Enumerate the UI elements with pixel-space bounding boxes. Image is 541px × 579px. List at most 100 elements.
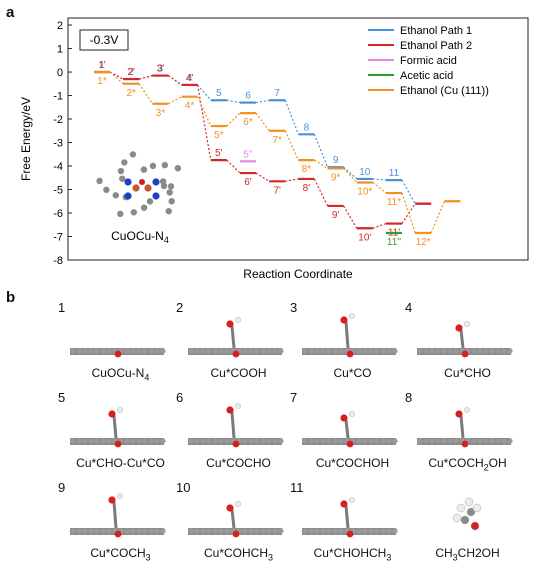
carbon-atom <box>140 166 148 173</box>
adsorbate-bond <box>459 329 465 349</box>
slab-atom <box>278 528 284 534</box>
adsorbate-hydrogen <box>464 407 470 413</box>
slab-atom <box>100 528 106 534</box>
structure-cell: 1 CuOCu-N4 <box>58 300 183 390</box>
slab-atom <box>224 528 230 534</box>
slab-atom <box>380 528 386 534</box>
oxygen-atom <box>232 530 240 538</box>
slab-atom <box>489 348 495 354</box>
slab-atom <box>248 348 254 354</box>
slab-atom <box>332 438 338 444</box>
slab-atom <box>76 438 82 444</box>
structure-caption: Cu*COHCH3 <box>176 546 301 562</box>
slab-atom <box>88 528 94 534</box>
slab-atom <box>471 438 477 444</box>
slab-atom <box>218 528 224 534</box>
carbon-atom <box>161 161 169 169</box>
structure-number: 5 <box>58 390 66 405</box>
slab-atom <box>338 438 344 444</box>
caption-main: Cu*CHO <box>444 366 491 380</box>
caption-main: Cu*COCH <box>90 546 146 560</box>
nitrogen-atom <box>124 192 132 200</box>
slab-atom <box>272 528 278 534</box>
caption-main: Cu*COOH <box>210 366 267 380</box>
level-label: 1 <box>99 60 105 71</box>
legend-entry: Formic acid <box>400 55 457 67</box>
oxygen-atom <box>114 350 122 358</box>
oxygen-atom <box>114 440 122 448</box>
slab-atom <box>386 528 392 534</box>
slab-atom <box>260 438 266 444</box>
ethanol-atom <box>472 503 482 513</box>
slab-atom <box>326 438 332 444</box>
slab-atom <box>254 348 260 354</box>
energy-connector <box>401 192 416 234</box>
caption-main: Cu*COCH <box>428 456 484 470</box>
slab-atom <box>501 438 507 444</box>
caption-main: Cu*CHO-Cu*CO <box>76 456 165 470</box>
level-label: 6 <box>245 91 251 102</box>
energy-connector <box>226 99 241 104</box>
energy-connector <box>401 179 416 204</box>
energy-connector <box>168 96 182 105</box>
level-label: 1' <box>98 60 106 71</box>
slab-atom <box>320 528 326 534</box>
y-tick-label: 0 <box>57 67 63 79</box>
level-label: 3 <box>158 64 164 75</box>
slab-atom <box>154 438 160 444</box>
adsorbate-bond <box>112 501 118 529</box>
slab-atom <box>489 438 495 444</box>
structure-cell: 5 Cu*CHO-Cu*CO <box>58 390 183 480</box>
slab-atom <box>76 528 82 534</box>
slab-atom <box>260 348 266 354</box>
slab-atom <box>218 348 224 354</box>
nitrogen-atom <box>152 192 160 200</box>
structure-caption: Cu*CHOHCH3 <box>290 546 415 562</box>
slab-atom <box>148 348 154 354</box>
potential-label: -0.3V <box>90 33 119 47</box>
structure-number: 10 <box>176 480 191 495</box>
slab-atom <box>302 438 308 444</box>
slab-atom <box>224 348 230 354</box>
legend-entry: Acetic acid <box>400 70 453 82</box>
energy-connector <box>372 181 387 194</box>
level-label: 5* <box>214 130 224 141</box>
slab-atom <box>124 438 130 444</box>
catalyst-label: CuOCu-N4 <box>111 229 169 245</box>
structure-image <box>302 313 398 358</box>
structure-caption: Cu*COCH3 <box>58 546 183 562</box>
level-label: 11'' <box>387 237 401 248</box>
adsorbate-hydrogen <box>349 313 355 319</box>
adsorbate-bond <box>344 505 350 529</box>
slab-atom <box>368 348 374 354</box>
y-tick-label: -2 <box>53 114 63 126</box>
adsorbate-hydrogen <box>235 403 241 409</box>
structure-cell: 9 Cu*COCH3 <box>58 480 183 570</box>
adsorbate-oxygen <box>226 406 234 414</box>
slab-atom <box>320 438 326 444</box>
slab-atom <box>130 528 136 534</box>
energy-connector <box>109 71 124 80</box>
level-label: 10' <box>358 232 371 243</box>
adsorbate-hydrogen <box>464 321 470 327</box>
structure-caption: Cu*COCH2OH <box>405 456 530 472</box>
copper-atom <box>132 184 140 192</box>
caption-subscript: 3 <box>268 552 274 563</box>
carbon-atom <box>166 189 173 196</box>
adsorbate-hydrogen <box>235 317 241 323</box>
adsorbate-oxygen <box>340 414 348 422</box>
level-label: 11* <box>387 197 401 208</box>
adsorbate-bond <box>230 509 236 529</box>
plot-frame <box>67 17 529 261</box>
energy-connector <box>314 159 328 169</box>
structure-image <box>70 407 166 448</box>
slab-atom <box>124 348 130 354</box>
structure-caption: CuOCu-N4 <box>58 366 183 382</box>
oxygen-atom <box>346 350 354 358</box>
slab-atom <box>82 438 88 444</box>
slab-atom <box>453 438 459 444</box>
level-label: 5'' <box>243 149 252 160</box>
legend-entry: Ethanol Path 1 <box>400 25 472 37</box>
slab-atom <box>314 438 320 444</box>
structure-cell: 8 Cu*COCH2OH <box>405 390 530 480</box>
